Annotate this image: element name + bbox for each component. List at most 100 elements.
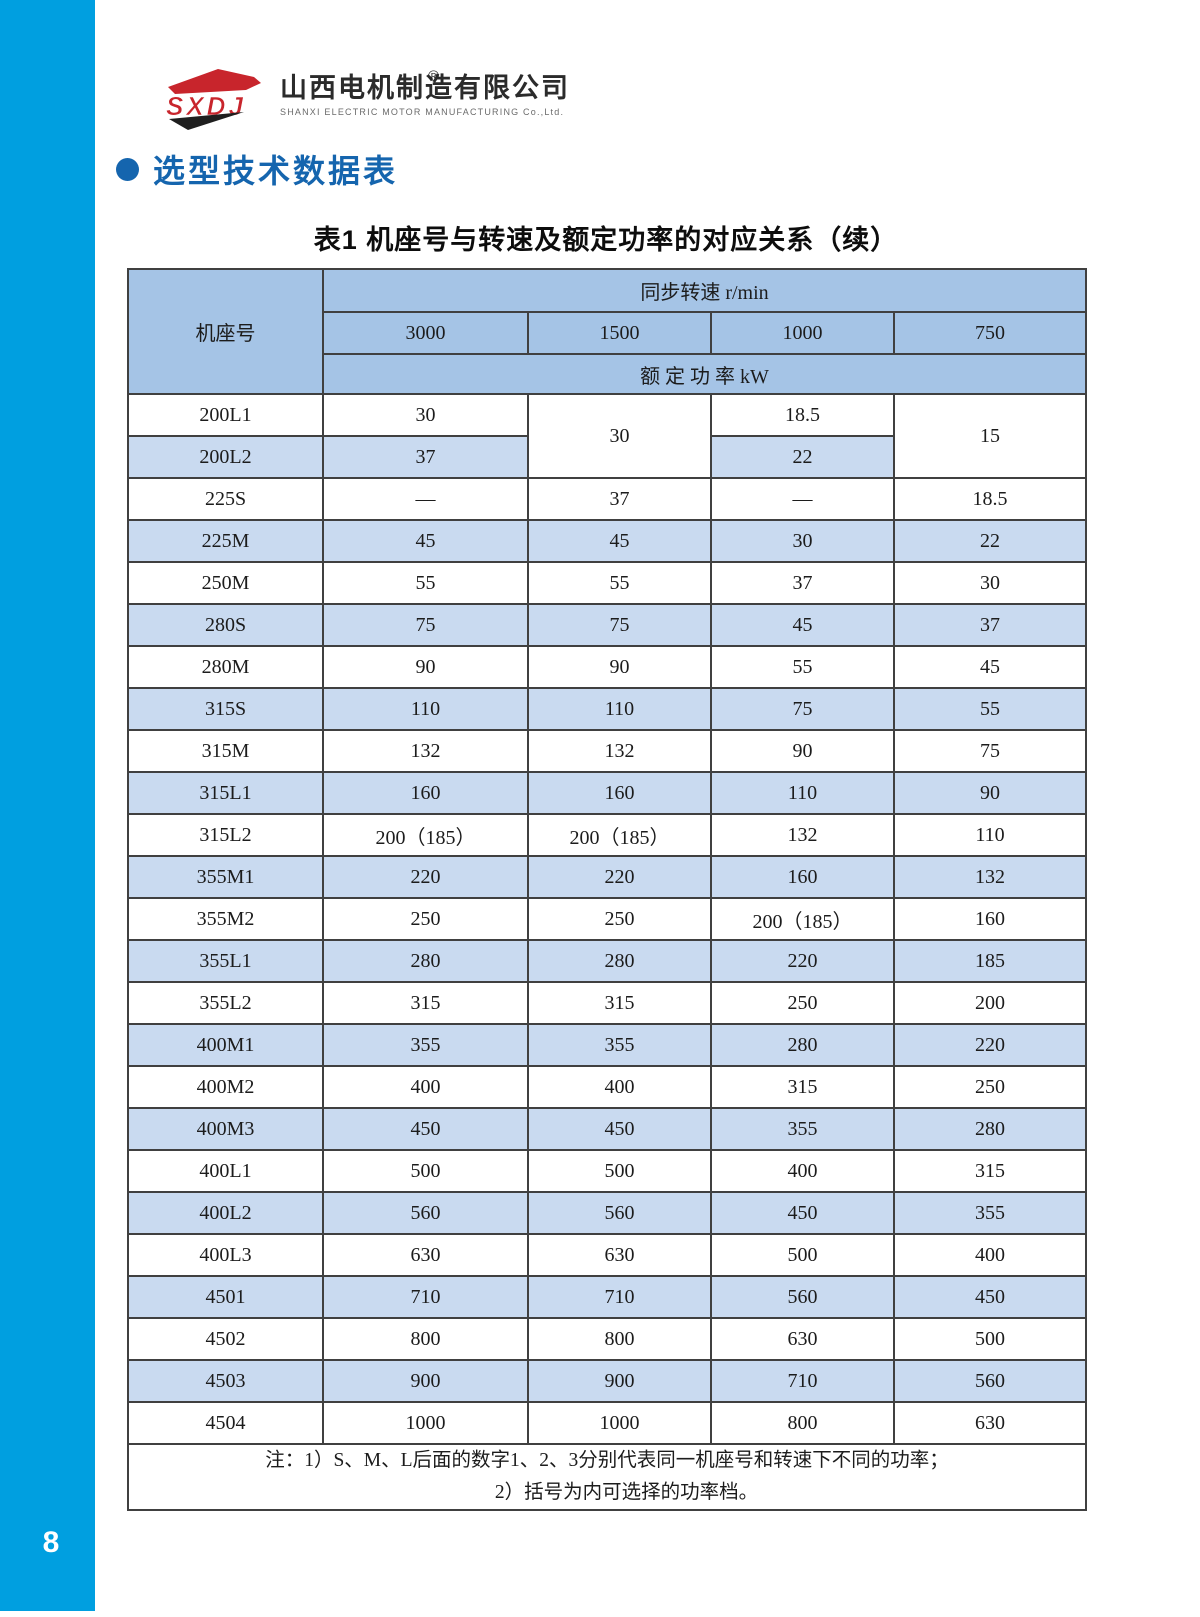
table-row: 4502 800 800 630 500 <box>127 1317 1088 1361</box>
table-title: 表1 机座号与转速及额定功率的对应关系（续） <box>313 225 899 255</box>
power-value-cell: 315 <box>527 981 712 1025</box>
power-value-cell: 710 <box>710 1359 895 1403</box>
power-value-cell: 1000 <box>322 1401 529 1445</box>
power-value-cell: 18.5 <box>710 393 895 437</box>
table-row: 315L2 200（185） 200（185） 132 110 <box>127 813 1088 857</box>
table-footnotes: 注：1）S、M、L后面的数字1、2、3分别代表同一机座号和转速下不同的功率； 2）… <box>126 1442 1088 1512</box>
frame-size-cell: 355M1 <box>127 855 324 899</box>
power-value-cell: 630 <box>322 1233 529 1277</box>
power-group-header: 额 定 功 率 kW <box>321 353 1088 395</box>
power-value-cell: 355 <box>527 1023 712 1067</box>
power-value-cell: — <box>322 477 529 521</box>
power-value-cell: 110 <box>527 687 712 731</box>
table-row: 225M 45 45 30 22 <box>127 519 1088 563</box>
power-value-cell: 355 <box>322 1023 529 1067</box>
power-value-cell: 500 <box>710 1233 895 1277</box>
table-row: 4501 710 710 560 450 <box>127 1275 1088 1319</box>
power-value-cell: 30 <box>710 519 895 563</box>
note-line-2: 2）括号为内可选择的功率档。 <box>494 1482 759 1504</box>
header-row-speed-group: 机座号 同步转速 r/min <box>127 268 1088 395</box>
bullet-icon <box>116 157 139 181</box>
power-value-cell: 200 <box>892 981 1088 1025</box>
page-number: 8 <box>42 1526 60 1559</box>
table-row: 4504 1000 1000 800 630 <box>127 1401 1088 1445</box>
power-value-cell: 900 <box>322 1359 529 1403</box>
power-value-cell: 630 <box>710 1317 895 1361</box>
table-row: 200L1 30 30 18.5 15 <box>127 393 1088 479</box>
table-row: 225S —37—18.5 <box>127 477 1088 521</box>
power-value-cell: 45 <box>892 645 1088 689</box>
power-value-cell: 315 <box>322 981 529 1025</box>
notes-row: 注：1）S、M、L后面的数字1、2、3分别代表同一机座号和转速下不同的功率； 2）… <box>126 1442 1088 1512</box>
speed-header-750: 750 <box>892 311 1088 355</box>
power-value-cell: 560 <box>527 1191 712 1235</box>
power-value-cell: 75 <box>710 687 895 731</box>
frame-size-cell: 400L3 <box>127 1233 324 1277</box>
power-value-cell: 355 <box>892 1191 1088 1235</box>
power-value-cell: 30 <box>527 393 712 479</box>
registered-mark: ® <box>428 68 440 85</box>
power-value-cell: 500 <box>892 1317 1088 1361</box>
table-row: 355M2 250 250 200（185） 160 <box>127 897 1088 941</box>
frame-size-cell: 250M <box>127 561 324 605</box>
sxdj-logo-shape: SXDJ <box>166 69 261 130</box>
power-value-cell: 250 <box>322 897 529 941</box>
power-value-cell: 200（185） <box>710 897 895 941</box>
power-value-cell: 710 <box>527 1275 712 1319</box>
power-value-cell: 132 <box>322 729 529 773</box>
spec-table-header: 机座号 同步转速 r/min 3000 1500 1000 750 额 定 功 率 k… <box>127 268 1088 395</box>
sxdj-logo-icon: SXDJ ® <box>166 66 439 132</box>
power-value-cell: 280 <box>710 1023 895 1067</box>
power-value-cell: 75 <box>527 603 712 647</box>
speed-group-header: 同步转速 r/min <box>321 268 1088 313</box>
power-value-cell: 37 <box>527 477 712 521</box>
table-row: 400M2 400 400 315 250 <box>127 1065 1088 1109</box>
power-value-cell: 90 <box>892 771 1088 815</box>
frame-size-cell: 400L1 <box>127 1149 324 1193</box>
power-value-cell: 220 <box>527 855 712 899</box>
section-heading: 选型技术数据表 <box>116 146 398 192</box>
power-value-cell: 37 <box>322 435 529 479</box>
frame-size-cell: 200L1 <box>127 393 324 437</box>
power-value-cell: 132 <box>710 813 895 857</box>
power-value-cell: 110 <box>892 813 1088 857</box>
power-value-cell: 630 <box>527 1233 712 1277</box>
table-row: 315S 110 110 75 55 <box>127 687 1088 731</box>
power-value-cell: 250 <box>710 981 895 1025</box>
power-value-cell: 280 <box>322 939 529 983</box>
power-value-cell: 315 <box>710 1065 895 1109</box>
table-row: 315M 132 132 90 75 <box>127 729 1088 773</box>
power-value-cell: 200（185） <box>527 813 712 857</box>
power-value-cell: 45 <box>710 603 895 647</box>
company-logo: SXDJ ® 山西电机制造有限公司 SHANXI ELECTRIC MOTOR … <box>166 66 570 132</box>
power-value-cell: 800 <box>710 1401 895 1445</box>
frame-size-cell: 280M <box>127 645 324 689</box>
power-value-cell: 220 <box>322 855 529 899</box>
table-row: 400L1 500 500 400 315 <box>127 1149 1088 1193</box>
power-value-cell: 710 <box>322 1275 529 1319</box>
power-value-cell: 800 <box>322 1317 529 1361</box>
frame-size-cell: 4501 <box>127 1275 324 1319</box>
power-value-cell: 37 <box>892 603 1088 647</box>
power-value-cell: 315 <box>892 1149 1088 1193</box>
power-value-cell: 30 <box>892 561 1088 605</box>
header-row-speed-values: 3000 1500 1000 750 <box>128 311 1088 355</box>
speed-header-3000: 3000 <box>322 311 529 355</box>
power-value-cell: 250 <box>527 897 712 941</box>
power-value-cell: 55 <box>892 687 1088 731</box>
frame-size-cell: 400M3 <box>127 1107 324 1151</box>
power-value-cell: 450 <box>710 1191 895 1235</box>
power-value-cell: 280 <box>527 939 712 983</box>
company-names: 山西电机制造有限公司 SHANXI ELECTRIC MOTOR MANUFAC… <box>280 66 570 116</box>
left-blue-band <box>0 0 95 1611</box>
frame-size-cell: 200L2 <box>127 435 324 479</box>
table-row: 355L2 315 315 250 200 <box>127 981 1088 1025</box>
power-value-cell: 400 <box>892 1233 1088 1277</box>
table-row: 400M3 450 450 355 280 <box>127 1107 1088 1151</box>
power-value-cell: 160 <box>710 855 895 899</box>
power-value-cell: 200（185） <box>322 813 529 857</box>
frame-size-cell: 400M1 <box>127 1023 324 1067</box>
table-row: 400L3 630 630 500 400 <box>127 1233 1088 1277</box>
power-value-cell: — <box>710 477 895 521</box>
power-value-cell: 355 <box>710 1107 895 1151</box>
